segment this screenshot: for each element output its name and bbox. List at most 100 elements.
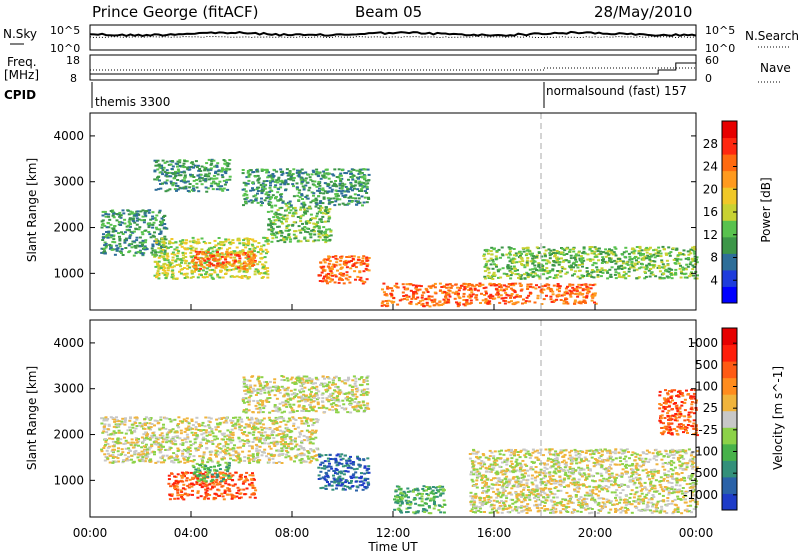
freq-label-1: Freq. <box>7 55 37 69</box>
power-cell <box>558 287 562 290</box>
power-cell <box>274 204 278 207</box>
power-cell <box>642 256 646 259</box>
power-cell <box>516 301 520 304</box>
velocity-cell <box>314 429 318 432</box>
power-cell <box>108 243 112 246</box>
velocity-cell <box>136 456 140 459</box>
velocity-cell <box>253 486 257 489</box>
power-cell <box>601 271 605 274</box>
power-cell <box>196 238 200 241</box>
power-cell <box>523 273 526 276</box>
power-cell <box>391 289 394 292</box>
power-cell <box>191 236 195 239</box>
velocity-cell <box>194 447 198 450</box>
velocity-cell <box>307 424 310 427</box>
velocity-cell <box>150 434 154 437</box>
power-cell <box>499 286 503 289</box>
power-cell <box>174 162 178 165</box>
power-cell <box>566 292 569 295</box>
power-cell <box>154 226 158 229</box>
power-cell <box>115 219 119 222</box>
power-cell <box>561 247 565 250</box>
velocity-cell <box>117 429 121 432</box>
power-cell <box>184 187 188 190</box>
power-cell <box>545 294 548 297</box>
power-cell <box>281 172 285 175</box>
power-cell <box>281 181 285 184</box>
velocity-cell <box>209 459 213 462</box>
power-cell <box>491 267 495 270</box>
power-cell <box>224 256 228 258</box>
power-cell <box>489 263 493 266</box>
power-cell <box>326 220 330 223</box>
power-cell <box>157 211 161 214</box>
power-cell <box>578 264 581 266</box>
power-cell <box>209 274 213 277</box>
power-cell <box>264 248 268 251</box>
power-cell <box>536 294 540 297</box>
power-cell <box>293 237 297 240</box>
power-cell <box>409 300 413 303</box>
velocity-cell <box>128 450 132 452</box>
velocity-cell <box>183 430 187 433</box>
power-cell <box>329 229 333 232</box>
velocity-cell <box>201 459 204 462</box>
velocity-cell <box>215 473 219 476</box>
power-cell <box>457 292 460 295</box>
power-cell <box>519 274 523 277</box>
velocity-cell <box>103 445 107 448</box>
power-cell <box>328 216 332 219</box>
power-cell <box>420 294 424 297</box>
power-cell <box>487 295 491 298</box>
power-cell <box>560 294 564 297</box>
power-cell <box>381 300 385 303</box>
power-colorbar-swatch <box>722 154 737 172</box>
power-cell <box>210 273 214 276</box>
power-cell <box>273 234 277 237</box>
power-cell <box>244 256 248 259</box>
power-cell <box>300 193 304 196</box>
power-cell <box>466 295 470 298</box>
power-cell <box>417 302 421 304</box>
power-cell <box>499 294 503 297</box>
power-cell <box>567 250 571 253</box>
power-cell <box>113 241 117 244</box>
power-cell <box>153 240 157 243</box>
power-cell <box>645 246 649 249</box>
power-cell <box>194 255 198 257</box>
power-cell <box>246 277 250 280</box>
power-cell <box>324 210 328 212</box>
power-cell <box>281 215 285 218</box>
velocity-cell <box>204 465 208 468</box>
velocity-cell <box>209 466 213 469</box>
power-cell <box>432 304 436 307</box>
power-cell <box>144 239 148 242</box>
power-cell <box>341 194 345 197</box>
power-cell <box>345 172 349 175</box>
power-cell <box>597 253 601 256</box>
power-cell <box>334 255 338 257</box>
power-cell <box>158 240 162 243</box>
velocity-cell <box>130 431 134 434</box>
power-cell <box>357 182 361 185</box>
power-cell <box>362 262 366 265</box>
velocity-cell <box>299 461 303 464</box>
velocity-cell <box>112 460 116 463</box>
power-cell <box>339 257 343 260</box>
power-cell <box>608 268 612 271</box>
power-cell <box>112 216 116 219</box>
power-cell <box>161 243 165 246</box>
velocity-cell <box>292 424 296 427</box>
power-cell <box>227 238 231 241</box>
power-cell <box>548 276 552 278</box>
power-cell <box>525 271 529 274</box>
power-cell <box>548 287 552 290</box>
power-cell <box>227 261 230 264</box>
velocity-cell <box>251 474 255 477</box>
power-cell <box>308 186 312 189</box>
power-cell <box>365 263 369 266</box>
velocity-cell <box>259 437 263 440</box>
velocity-cell <box>159 448 163 450</box>
power-cell <box>689 248 693 251</box>
velocity-cell <box>335 487 338 490</box>
